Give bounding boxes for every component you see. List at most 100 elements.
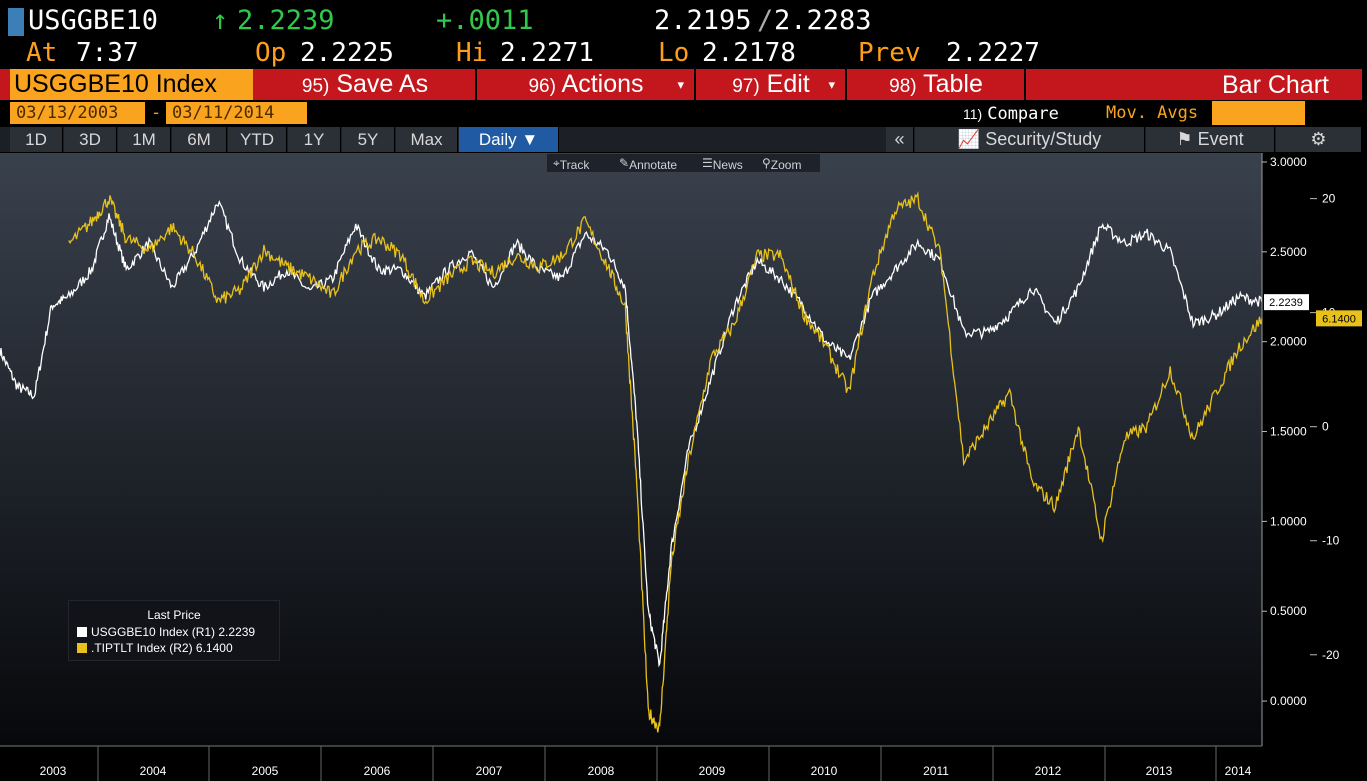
news-label: News xyxy=(712,158,743,172)
moving-averages-button[interactable]: Mov. Avgs xyxy=(1106,103,1199,123)
at-value: 7:37 xyxy=(76,38,139,68)
edit-label: Edit xyxy=(766,70,810,98)
news-button[interactable]: ☰ News xyxy=(702,156,743,172)
chart-study-icon: 📈 xyxy=(957,129,981,149)
series-line-tiptlt xyxy=(68,191,1263,733)
legend-label-tiptlt: .TIPTLT Index (R2) 6.1400 xyxy=(91,641,233,655)
flag-icon: ⚑ xyxy=(1176,129,1193,149)
low-label: Lo xyxy=(658,38,690,68)
r2-tick-label: -20 xyxy=(1322,648,1340,662)
event-button[interactable]: ⚑ Event xyxy=(1146,127,1275,152)
price-chart[interactable]: 3.0000 2.5000 2.0000 1.5000 1.0000 0.5000 0.00… xyxy=(0,153,1367,781)
save-as-number: 95) xyxy=(301,76,330,97)
at-label: At xyxy=(26,38,58,68)
ask-price: 2.2283 xyxy=(774,5,872,36)
net-change: +.0011 xyxy=(436,5,534,36)
legend-title: Last Price xyxy=(147,608,201,622)
edit-number: 97) xyxy=(732,76,760,97)
annotate-label: Annotate xyxy=(629,158,678,172)
chart-tools: ⌖ Track ✎ Annotate ☰ News ⚲ Zoom xyxy=(546,153,821,173)
x-tick-label: 2005 xyxy=(252,764,279,778)
r2-tick-label: 0 xyxy=(1322,420,1329,434)
legend-item-usggbe10: USGGBE10 Index (R1) 2.2239 xyxy=(77,625,255,639)
x-tick-label: 2010 xyxy=(811,764,838,778)
annotate-button[interactable]: ✎ Annotate xyxy=(619,156,678,172)
r1-tick-label: 1.0000 xyxy=(1270,514,1307,528)
x-tick-label: 2011 xyxy=(923,764,949,778)
start-date-field[interactable]: 03/13/2003 xyxy=(10,102,145,124)
r1-last-value-box xyxy=(1264,294,1309,311)
security-study-label: Security/Study xyxy=(985,129,1102,149)
period-ytd-button[interactable]: YTD xyxy=(228,127,287,152)
legend-swatch-yellow xyxy=(77,643,87,653)
r1-tick-label: 2.5000 xyxy=(1270,245,1307,259)
r2-last-value: 6.1400 xyxy=(1322,313,1356,325)
x-tick-label: 2003 xyxy=(40,764,67,778)
track-button[interactable]: ⌖ Track xyxy=(553,156,590,172)
edit-button[interactable]: 97) Edit ▾ xyxy=(697,69,847,100)
high-label: Hi xyxy=(456,38,488,68)
bid-ask-separator: / xyxy=(757,5,774,36)
collapse-icon[interactable]: « xyxy=(886,127,914,152)
r1-last-value: 2.2239 xyxy=(1269,297,1303,309)
r1-tick-label: 0.0000 xyxy=(1270,694,1307,708)
actions-button[interactable]: 96) Actions ▾ xyxy=(478,69,696,100)
x-tick-label: 2009 xyxy=(699,764,726,778)
zoom-button[interactable]: ⚲ Zoom xyxy=(762,156,802,172)
period-5y-button[interactable]: 5Y xyxy=(342,127,395,152)
track-label: Track xyxy=(559,158,590,172)
save-as-label: Save As xyxy=(336,70,429,98)
ticker-marker xyxy=(8,8,24,36)
edit-dropdown-icon: ▾ xyxy=(828,77,835,92)
table-number: 98) xyxy=(889,76,917,97)
security-index-field[interactable]: USGGBE10 Index xyxy=(10,69,253,100)
x-tick-label: 2014 xyxy=(1225,764,1252,778)
frequency-dropdown[interactable]: Daily ▼ xyxy=(459,127,559,152)
period-1d-button[interactable]: 1D xyxy=(10,127,63,152)
x-tick-label: 2012 xyxy=(1035,764,1062,778)
moving-averages-field[interactable] xyxy=(1212,101,1305,125)
ticker-symbol[interactable]: USGGBE10 xyxy=(28,5,159,36)
period-1m-button[interactable]: 1M xyxy=(118,127,171,152)
high-value: 2.2271 xyxy=(500,38,594,68)
legend-swatch-white xyxy=(77,627,87,637)
open-label: Op xyxy=(255,38,287,68)
legend-item-tiptlt: .TIPTLT Index (R2) 6.1400 xyxy=(77,641,233,655)
open-value: 2.2225 xyxy=(300,38,394,68)
period-3d-button[interactable]: 3D xyxy=(64,127,117,152)
security-study-button[interactable]: 📈 Security/Study xyxy=(915,127,1145,152)
last-price: 2.2239 xyxy=(237,5,335,36)
r1-tick-label: 1.5000 xyxy=(1270,425,1307,439)
x-tick-label: 2006 xyxy=(364,764,391,778)
period-1y-button[interactable]: 1Y xyxy=(288,127,341,152)
up-arrow-icon: ↑ xyxy=(212,5,229,36)
save-as-button[interactable]: 95) Save As xyxy=(255,69,477,100)
prev-label: Prev xyxy=(858,38,921,68)
r2-last-value-box xyxy=(1316,310,1362,327)
series-line-usggbe10 xyxy=(0,200,1263,668)
actions-label: Actions xyxy=(561,70,644,98)
settings-gear-icon[interactable]: ⚙ xyxy=(1276,127,1362,152)
low-value: 2.2178 xyxy=(702,38,796,68)
bid-price: 2.2195 xyxy=(654,5,752,36)
period-6m-button[interactable]: 6M xyxy=(172,127,227,152)
r2-tick-label: 20 xyxy=(1322,192,1336,206)
end-date-field[interactable]: 03/11/2014 xyxy=(166,102,307,124)
x-tick-label: 2013 xyxy=(1146,764,1173,778)
chart-type-title[interactable]: Bar Chart xyxy=(1222,71,1329,99)
r2-tick-label: -10 xyxy=(1322,534,1340,548)
prev-value: 2.2227 xyxy=(946,38,1040,68)
x-tick-label: 2007 xyxy=(476,764,503,778)
period-max-button[interactable]: Max xyxy=(396,127,458,152)
compare-button[interactable]: 11) Compare xyxy=(963,102,1059,124)
date-range-dash: - xyxy=(151,103,162,123)
event-label: Event xyxy=(1197,129,1244,149)
r1-tick-label: 0.5000 xyxy=(1270,604,1307,618)
compare-number: 11) xyxy=(963,106,983,122)
table-button[interactable]: 98) Table xyxy=(848,69,1026,100)
chart-legend: Last Price USGGBE10 Index (R1) 2.2239 .T… xyxy=(68,600,280,661)
x-tick-label: 2008 xyxy=(588,764,615,778)
table-label: Table xyxy=(923,70,983,98)
x-tick-label: 2004 xyxy=(140,764,167,778)
actions-dropdown-icon: ▾ xyxy=(677,77,684,92)
